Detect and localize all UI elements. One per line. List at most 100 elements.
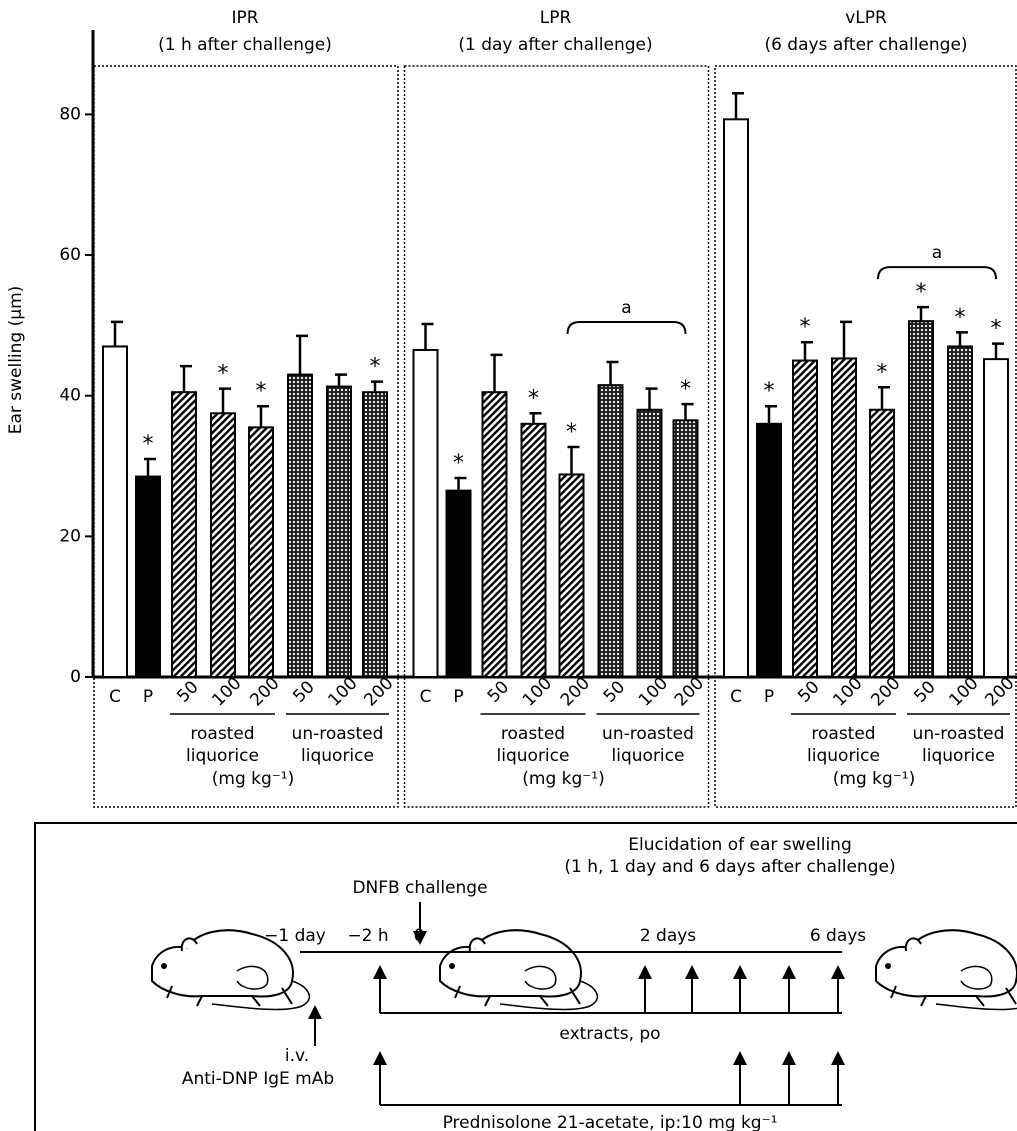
x-tick-label: 100: [519, 673, 556, 710]
x-tick-label: 200: [671, 673, 708, 710]
group-label: liquorice: [922, 746, 995, 766]
rat: [439, 929, 599, 1011]
bar: [597, 384, 624, 678]
bar: [558, 473, 585, 678]
x-tick-label: 100: [829, 673, 866, 710]
error-bar: [371, 380, 383, 393]
error-bar: [257, 404, 269, 428]
bracket: [566, 320, 687, 334]
error-bar: [219, 387, 231, 414]
significance-star: *: [800, 315, 811, 340]
group-label: roasted: [501, 724, 565, 744]
challenge-label: DNFB challenge: [352, 878, 487, 898]
error-bar: [490, 353, 503, 393]
unit-label: (mg kg⁻¹): [833, 769, 915, 789]
y-tick-label: 0: [70, 667, 81, 687]
unit-label: (mg kg⁻¹): [212, 769, 294, 789]
bar: [723, 118, 749, 678]
group-label: liquorice: [497, 746, 570, 766]
group-label: un-roasted: [292, 724, 384, 744]
error-bar: [606, 360, 619, 386]
bar: [102, 345, 128, 678]
error-bar: [111, 320, 123, 347]
time-label: −1 day: [264, 926, 326, 946]
group-label: liquorice: [612, 746, 685, 766]
significance-star: *: [680, 377, 691, 402]
significance-star: *: [764, 379, 775, 404]
bracket: [877, 266, 997, 280]
error-bar: [732, 92, 744, 120]
bar: [362, 391, 388, 678]
error-bar: [421, 322, 434, 350]
x-tick-label: C: [730, 687, 742, 707]
bar: [908, 320, 934, 678]
x-tick-label: 50: [794, 677, 823, 706]
bar: [947, 345, 973, 678]
panel-subtitle: (6 days after challenge): [764, 35, 967, 55]
bar: [445, 489, 472, 678]
panel-frame: [714, 65, 1017, 808]
panel-title: vLPR: [845, 8, 887, 28]
x-tick-label: C: [109, 687, 121, 707]
bar: [210, 412, 236, 678]
error-bar: [529, 412, 542, 424]
prednisolone-label: Prednisolone 21-acetate, ip:10 mg kg⁻¹: [443, 1113, 778, 1131]
error-bar: [454, 476, 467, 491]
panel-subtitle: (1 day after challenge): [458, 35, 652, 55]
bracket-label: a: [621, 298, 631, 318]
x-tick-label: 50: [910, 677, 939, 706]
bar: [412, 348, 439, 678]
significance-star: *: [256, 379, 267, 404]
bar: [481, 391, 508, 678]
x-tick-label: P: [453, 687, 463, 707]
error-bar: [681, 402, 694, 421]
significance-star: *: [143, 432, 154, 457]
group-label: roasted: [811, 724, 875, 744]
x-tick-label: 100: [324, 673, 361, 710]
time-label: 6 days: [810, 926, 866, 946]
error-bar: [765, 404, 777, 424]
bar: [287, 373, 313, 678]
group-label: un-roasted: [913, 724, 1005, 744]
error-bar: [144, 457, 156, 477]
extracts-label: extracts, po: [559, 1024, 660, 1044]
significance-star: *: [955, 305, 966, 330]
y-tick-label: 60: [59, 245, 81, 265]
timeline: Elucidation of ear swelling (1 h, 1 day …: [34, 822, 1017, 1131]
x-tick-label: P: [143, 687, 153, 707]
x-tick-label: 200: [557, 673, 594, 710]
panel-title: LPR: [540, 8, 572, 28]
significance-star: *: [877, 360, 888, 385]
significance-star: *: [566, 420, 577, 445]
bar: [520, 422, 547, 678]
error-bar: [840, 320, 852, 359]
time-label: 0: [414, 926, 425, 946]
x-tick-label: 100: [635, 673, 672, 710]
error-bar: [335, 373, 347, 387]
error-bar: [956, 331, 968, 347]
group-label: liquorice: [301, 746, 374, 766]
error-bar: [801, 340, 813, 361]
error-bar: [917, 305, 929, 322]
error-bar: [180, 364, 192, 393]
x-tick-label: C: [420, 687, 432, 707]
elucidation-times: (1 h, 1 day and 6 days after challenge): [564, 857, 895, 877]
bar: [326, 385, 352, 678]
significance-star: *: [528, 386, 539, 411]
panel-frame: [403, 65, 710, 808]
time-label: −2 h: [347, 926, 388, 946]
group-label: roasted: [190, 724, 254, 744]
x-tick-label: P: [764, 687, 774, 707]
error-bar: [992, 342, 1004, 360]
bar: [636, 408, 663, 678]
x-tick-label: 50: [289, 677, 318, 706]
x-tick-label: 200: [867, 673, 904, 710]
significance-star: *: [370, 355, 381, 380]
group-label: liquorice: [186, 746, 259, 766]
panel-frame: [93, 65, 399, 808]
bar: [983, 358, 1009, 678]
error-bar: [567, 445, 580, 475]
x-tick-label: 50: [484, 677, 513, 706]
x-tick-label: 50: [173, 677, 202, 706]
